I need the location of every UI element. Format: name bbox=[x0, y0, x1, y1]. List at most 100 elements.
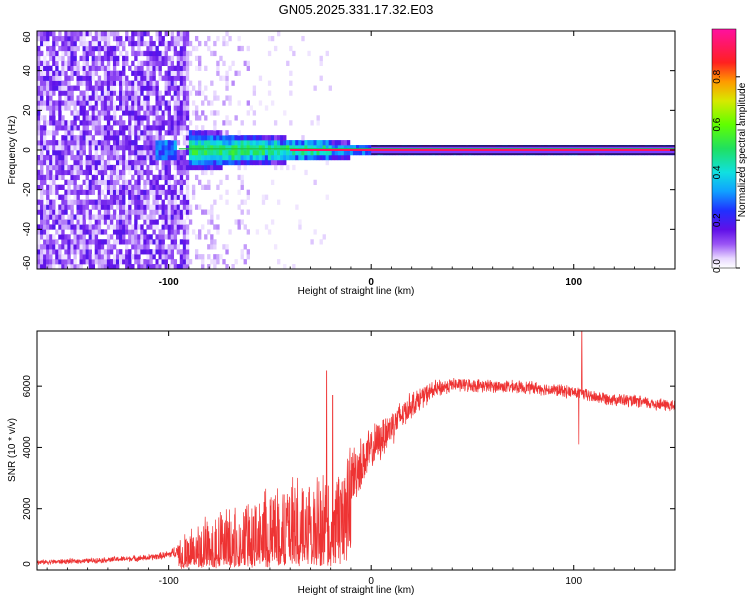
spectrogram-cell bbox=[155, 45, 159, 52]
spectrogram-cell bbox=[134, 169, 138, 176]
spectrogram-cell bbox=[155, 194, 159, 200]
y-tick-label: 0 bbox=[22, 147, 33, 153]
spectrogram-cell bbox=[122, 179, 126, 186]
spectrogram-cell bbox=[267, 229, 272, 235]
spectrogram-cell bbox=[155, 184, 159, 190]
spectrogram-cell bbox=[179, 264, 184, 269]
spectrogram-cell bbox=[198, 159, 202, 166]
spectrogram-cell bbox=[194, 204, 199, 210]
spectrogram-cell bbox=[70, 154, 74, 161]
spectrogram-cell bbox=[155, 105, 159, 111]
spectrogram-cell bbox=[134, 194, 138, 200]
spectrogram-cell bbox=[185, 204, 190, 210]
spectrogram-cell bbox=[115, 169, 120, 176]
spectrogram-cell bbox=[73, 224, 77, 230]
spectrogram-cell bbox=[79, 55, 83, 62]
spectrogram-cell bbox=[182, 90, 187, 96]
spectrogram-cell bbox=[340, 145, 345, 151]
spectrogram-cell bbox=[85, 164, 89, 171]
spectrogram-cell bbox=[46, 224, 50, 230]
spectrogram-cell bbox=[40, 164, 44, 171]
spectrogram-cell bbox=[46, 234, 50, 240]
spectrogram-cell bbox=[70, 214, 74, 220]
spectrogram-cell bbox=[277, 135, 281, 141]
spectrogram-cell bbox=[170, 80, 175, 86]
spectrogram-cell bbox=[88, 249, 92, 255]
spectrogram-cell bbox=[137, 179, 141, 186]
spectrogram-cell bbox=[164, 75, 168, 81]
spectrogram-cell bbox=[222, 145, 226, 151]
spectrogram-cell bbox=[167, 65, 171, 71]
spectrogram-cell bbox=[58, 159, 62, 166]
spectrogram-cell bbox=[179, 80, 184, 86]
spectrogram-cell bbox=[134, 50, 138, 57]
spectrogram-cell bbox=[134, 234, 138, 240]
spectrogram-cell bbox=[164, 110, 168, 116]
spectrogram-cell bbox=[109, 125, 114, 131]
spectrogram-cell bbox=[43, 135, 47, 141]
spectrogram-cell bbox=[346, 150, 351, 156]
spectrogram-cell bbox=[76, 150, 80, 156]
spectrogram-cell bbox=[267, 154, 272, 161]
spectrogram-cell bbox=[222, 244, 226, 250]
spectrogram-cell bbox=[325, 154, 329, 161]
spectrogram-cell bbox=[128, 40, 132, 47]
spectrogram-cell bbox=[112, 55, 117, 62]
spectrogram-cell bbox=[149, 90, 153, 96]
spectrogram-cell bbox=[164, 204, 168, 210]
spectrogram-cell bbox=[131, 110, 135, 116]
spectrogram-cell bbox=[40, 31, 44, 37]
spectrogram-cell bbox=[91, 239, 96, 245]
spectrogram-cell bbox=[112, 174, 117, 181]
spectrogram-cell bbox=[97, 214, 102, 220]
spectrogram-cell bbox=[97, 80, 102, 86]
spectrogram-cell bbox=[103, 130, 108, 136]
spectrogram-cell bbox=[125, 100, 129, 106]
spectrogram-cell bbox=[58, 254, 62, 260]
spectrogram-cell bbox=[85, 130, 89, 136]
spectrogram-cell bbox=[292, 264, 296, 269]
spectrogram-cell bbox=[149, 80, 153, 86]
snr-x-ticks: -100 0 100 bbox=[46, 331, 676, 587]
spectrogram-cell bbox=[112, 154, 117, 161]
spectrogram-cell bbox=[173, 115, 178, 121]
spectrogram-cell bbox=[76, 31, 80, 37]
spectrogram-cell bbox=[283, 135, 287, 141]
spectrogram-cell bbox=[94, 229, 99, 235]
spectrogram-cell bbox=[164, 145, 168, 151]
spectrogram-cell bbox=[158, 60, 162, 67]
spectrogram-cell bbox=[161, 145, 165, 151]
spectrogram-cell bbox=[161, 135, 165, 141]
spectrogram-cell bbox=[91, 40, 96, 47]
spectrogram-cell bbox=[70, 31, 74, 37]
spectrogram-cell bbox=[52, 80, 56, 86]
spectrogram-cell bbox=[61, 150, 65, 156]
spectrogram-cell bbox=[337, 150, 342, 156]
spectrogram-cell bbox=[61, 90, 65, 96]
spectrogram-cell bbox=[228, 135, 232, 141]
spectrogram-cell bbox=[82, 45, 86, 52]
spectrogram-cell bbox=[70, 75, 74, 81]
spectrogram-cell bbox=[310, 239, 314, 245]
spectrogram-cell bbox=[128, 189, 132, 195]
y-tick-label: -60 bbox=[22, 255, 33, 270]
spectrogram-cell bbox=[40, 254, 44, 260]
spectrogram-cell bbox=[210, 110, 214, 116]
spectrogram-cell bbox=[167, 234, 171, 240]
spectrogram-cell bbox=[143, 40, 147, 47]
spectrogram-cell bbox=[76, 164, 80, 171]
spectrogram-cell bbox=[191, 130, 196, 136]
spectrogram-cell bbox=[49, 85, 53, 91]
spectrogram-cell bbox=[70, 199, 74, 205]
spectrogram-cell bbox=[155, 65, 159, 71]
spectrogram-cell bbox=[213, 110, 217, 116]
spectrogram-cell bbox=[164, 169, 168, 176]
spectrogram-cell bbox=[88, 130, 92, 136]
spectrogram-cell bbox=[49, 45, 53, 52]
spectrogram-cell bbox=[173, 244, 178, 250]
spectrogram-cell bbox=[219, 164, 223, 171]
spectrogram-cell bbox=[61, 234, 65, 240]
spectrogram-cell bbox=[213, 199, 217, 205]
spectrogram-cell bbox=[43, 145, 47, 151]
